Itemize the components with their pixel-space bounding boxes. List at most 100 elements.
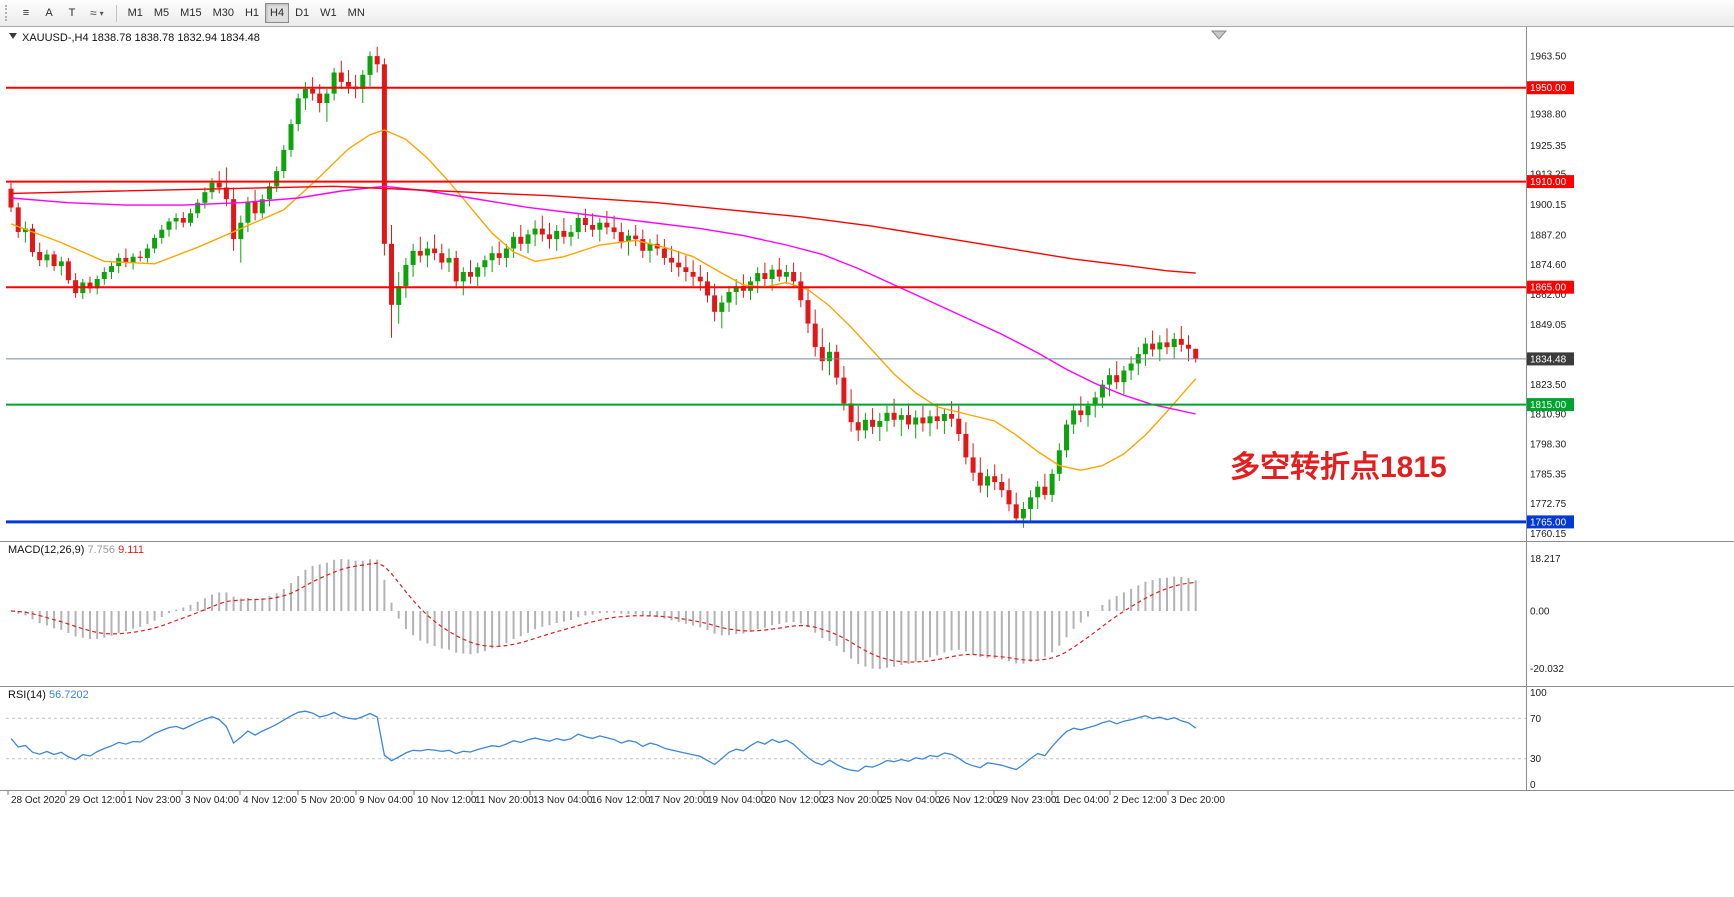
time-axis-label: 3 Dec 20:00 — [1171, 795, 1225, 806]
candle-body — [690, 272, 696, 277]
candle-body — [295, 98, 301, 125]
candle-body — [582, 218, 588, 225]
candle-body — [259, 199, 265, 214]
time-axis-label: 29 Nov 23:00 — [997, 795, 1057, 806]
rsi-line — [10, 710, 1197, 772]
time-axis-label: 17 Nov 20:00 — [649, 795, 709, 806]
candle-body — [819, 347, 825, 362]
quick-trade-expand-icon[interactable] — [9, 33, 17, 39]
candle-body — [346, 81, 351, 87]
timeframe-button-h4[interactable]: H4 — [265, 3, 290, 23]
candle-body — [166, 221, 172, 230]
candle-body — [841, 377, 847, 404]
candle-body — [1186, 344, 1191, 349]
candle-body — [999, 482, 1005, 491]
toolbar-separator — [115, 4, 117, 22]
candle-body — [705, 281, 710, 296]
candle-body — [1042, 486, 1048, 495]
chart-header: XAUUSD-,H4 1838.78 1838.78 1832.94 1834.… — [9, 32, 260, 44]
charts-list-icon[interactable]: ≡ — [15, 3, 37, 23]
candle-body — [798, 281, 804, 301]
candle-body — [288, 124, 294, 150]
toolbar: ≡ A T ≈ ▾ M1 M5 M15 M30 H1 H4 D1 W1 MN — [0, 0, 1734, 27]
candle-body — [1121, 370, 1127, 383]
price-axis-label: 1849.05 — [1530, 320, 1567, 331]
arrow-tool-icon[interactable]: A — [38, 3, 60, 23]
candle-body — [891, 412, 897, 420]
annotation-text[interactable]: 多空转折点1815 — [1230, 451, 1447, 484]
candle-body — [626, 235, 631, 242]
candle-body — [719, 302, 725, 312]
candle-body — [432, 248, 438, 254]
timeframe-button-m15[interactable]: M15 — [175, 3, 206, 23]
price-badge-text: 1834.48 — [1530, 354, 1567, 365]
timeframe-button-m5[interactable]: M5 — [149, 3, 174, 23]
timeframe-button-d1[interactable]: D1 — [290, 3, 314, 23]
price-axis-label: 1760.15 — [1530, 529, 1567, 540]
candle-body — [597, 222, 603, 230]
rsi-scale-label: 30 — [1530, 754, 1542, 765]
chart-tools-group: ≡ A T — [15, 3, 83, 23]
candle-body — [1049, 473, 1055, 495]
toolbar-drag-handle[interactable] — [5, 5, 8, 21]
horizontal-levels — [6, 86, 1526, 524]
chart-shift-marker-icon[interactable] — [1210, 30, 1228, 40]
indicator-dropdown[interactable]: ≈ ▾ — [84, 3, 110, 23]
macd-label-text: MACD(12,26,9) 7.756 9.111 — [8, 544, 144, 556]
price-axis-label: 1925.35 — [1530, 141, 1567, 152]
candle-body — [1157, 342, 1163, 350]
timeframe-button-m1[interactable]: M1 — [123, 3, 148, 23]
candle-body — [985, 476, 990, 486]
candle-body — [216, 182, 222, 188]
candle-body — [188, 213, 193, 223]
candle-body — [963, 433, 969, 458]
candle-body — [640, 239, 646, 251]
candle-body — [109, 266, 114, 272]
candle-body — [568, 232, 574, 237]
candle-body — [374, 56, 380, 65]
candle-body — [949, 414, 955, 419]
timeframe-button-m30[interactable]: M30 — [208, 3, 239, 23]
candle-body — [367, 56, 373, 75]
timeframe-button-h1[interactable]: H1 — [240, 3, 264, 23]
candle-body — [1020, 509, 1026, 519]
candle-body — [503, 248, 509, 258]
candle-body — [252, 201, 258, 214]
candle-body — [906, 415, 911, 425]
candle-body — [712, 295, 718, 312]
candle-body — [898, 415, 904, 420]
price-axis-label: 1874.60 — [1530, 260, 1567, 271]
rsi-scale-label: 100 — [1530, 688, 1547, 699]
timeframe-group: M1 M5 M15 M30 H1 H4 D1 W1 MN — [123, 3, 370, 23]
candle-body — [561, 230, 567, 237]
candle-body — [1128, 363, 1134, 371]
macd-scale-label: 18.217 — [1530, 554, 1561, 565]
candle-body — [1178, 338, 1184, 345]
text-tool-icon[interactable]: T — [61, 3, 83, 23]
candle-body — [611, 227, 617, 233]
candle-body — [633, 235, 639, 240]
candle-body — [934, 416, 940, 421]
candle-body — [726, 291, 732, 303]
candle-body — [87, 282, 93, 289]
timeframe-button-w1[interactable]: W1 — [315, 3, 342, 23]
candle-body — [1085, 405, 1091, 416]
price-badge-1765.00 — [1527, 515, 1574, 529]
candle-body — [848, 403, 854, 423]
indicator-icon: ≈ — [90, 6, 97, 20]
time-axis-label: 28 Oct 2020 — [11, 795, 66, 806]
timeframe-button-mn[interactable]: MN — [343, 3, 370, 23]
candle-body — [439, 253, 445, 263]
candle-body — [1107, 375, 1112, 385]
candle-body — [324, 93, 330, 103]
candle-body — [389, 243, 394, 305]
candle-body — [173, 218, 179, 222]
candle-body — [496, 253, 502, 258]
macd-scale: 18.217 0.00 -20.032 — [1530, 554, 1564, 675]
candle-body — [956, 418, 962, 434]
candle-body — [920, 417, 926, 424]
candle-body — [417, 250, 423, 256]
candle-body — [647, 243, 653, 251]
candle-body — [733, 286, 739, 292]
